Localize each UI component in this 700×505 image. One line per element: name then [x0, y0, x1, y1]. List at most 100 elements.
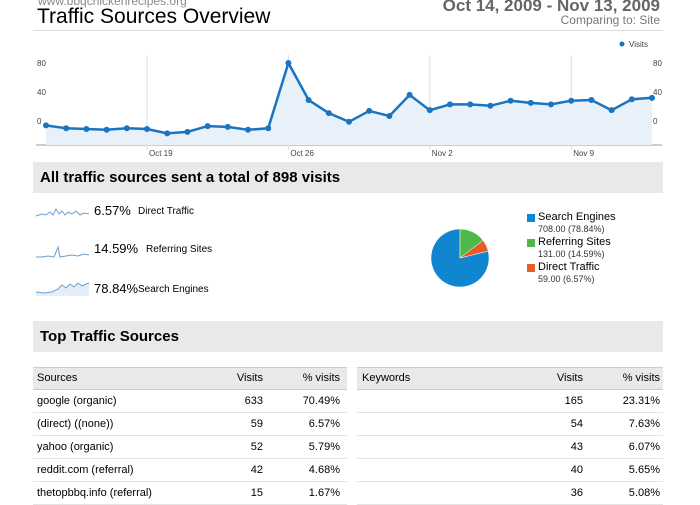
table-cell: 52 [250, 441, 263, 453]
data-point[interactable] [204, 123, 211, 130]
page-title: Traffic Sources Overview [37, 5, 271, 28]
table-cell: 5.79% [308, 441, 340, 453]
summary-label[interactable]: Referring Sites [146, 244, 213, 255]
data-point[interactable] [285, 59, 292, 66]
legend-label: Visits [629, 40, 648, 49]
table-cell: 5.08% [628, 487, 660, 499]
column-header[interactable]: % visits [622, 372, 660, 384]
table-cell: 7.63% [628, 418, 660, 430]
data-point[interactable] [245, 126, 251, 133]
column-header[interactable]: % visits [302, 372, 340, 384]
data-point[interactable] [568, 97, 575, 104]
pie-slice [459, 240, 489, 259]
data-point[interactable] [123, 125, 130, 132]
table-cell: 6.07% [628, 441, 660, 453]
y-tick-label: 40 [37, 88, 46, 97]
table-cell: 6.57% [308, 418, 340, 430]
legend-value: 59.00 (6.57%) [538, 274, 595, 284]
data-point[interactable] [103, 126, 110, 133]
summary-label[interactable]: Search Engines [138, 284, 209, 295]
section-bar [33, 162, 663, 193]
y-tick-label: 80 [653, 59, 662, 68]
section-bar [33, 321, 663, 352]
legend-label[interactable]: Referring Sites [538, 236, 611, 248]
sparkline [35, 207, 90, 217]
data-point[interactable] [305, 97, 312, 103]
column-header[interactable]: Visits [556, 372, 583, 384]
site-url: www.bbqchickenrecipes.org [38, 0, 187, 8]
legend-label[interactable]: Direct Traffic [538, 261, 600, 273]
data-point[interactable] [83, 126, 90, 133]
table-cell: 165 [564, 395, 583, 407]
legend-value: 708.00 (78.84%) [538, 224, 605, 234]
data-point[interactable] [346, 118, 352, 125]
table-cell[interactable]: reddit.com (referral) [37, 464, 134, 476]
summary-label[interactable]: Direct Traffic [138, 206, 194, 217]
table-cell: 43 [570, 441, 583, 453]
line-area [46, 63, 652, 145]
data-point[interactable] [507, 97, 514, 104]
data-point[interactable] [325, 110, 332, 117]
data-point[interactable] [406, 91, 413, 98]
data-point[interactable] [608, 107, 615, 114]
y-tick-label: 0 [653, 117, 658, 126]
comparing[interactable]: Comparing to: Site [560, 13, 660, 27]
legend-swatch [619, 41, 625, 47]
data-point[interactable] [224, 123, 231, 130]
table-cell: 42 [250, 464, 263, 476]
data-point[interactable] [386, 112, 393, 119]
legend-label[interactable]: Search Engines [538, 211, 616, 223]
row-rule [33, 458, 347, 459]
y-tick-label: 40 [653, 88, 662, 97]
legend-swatch [527, 239, 535, 247]
table-cell: 1.67% [308, 487, 340, 499]
data-point[interactable] [63, 125, 70, 132]
row-rule [357, 458, 663, 459]
x-tick-label: Oct 26 [290, 149, 314, 158]
table-header [33, 367, 347, 390]
data-point[interactable] [447, 101, 453, 108]
data-point[interactable] [164, 130, 171, 137]
summary-percent: 78.84% [94, 281, 139, 296]
table-cell[interactable]: (direct) ((none)) [37, 418, 114, 430]
data-point[interactable] [43, 122, 49, 129]
column-header[interactable]: Sources [37, 372, 78, 384]
row-rule [33, 481, 347, 482]
row-rule [357, 481, 663, 482]
legend-value: 131.00 (14.59%) [538, 249, 605, 259]
data-point[interactable] [184, 128, 191, 135]
data-point[interactable] [649, 94, 655, 101]
data-point[interactable] [628, 96, 635, 103]
data-point[interactable] [366, 107, 373, 114]
section-title: Top Traffic Sources [40, 328, 179, 345]
summary-percent: 14.59% [94, 241, 139, 256]
pie-chart [430, 228, 490, 288]
table-cell[interactable]: thetopbbq.info (referral) [37, 487, 152, 499]
table-cell: 70.49% [302, 395, 340, 407]
data-point[interactable] [144, 126, 150, 133]
table-cell[interactable]: yahoo (organic) [37, 441, 114, 453]
legend-swatch [527, 214, 535, 222]
data-point[interactable] [426, 107, 433, 114]
table-cell: 40 [570, 464, 583, 476]
data-point[interactable] [527, 99, 534, 106]
table-cell: 36 [570, 487, 583, 499]
table-cell[interactable]: google (organic) [37, 395, 117, 407]
y-tick-label: 80 [37, 59, 46, 68]
data-point[interactable] [588, 97, 595, 103]
table-cell: 15 [250, 487, 263, 499]
data-point[interactable] [467, 101, 474, 108]
data-point[interactable] [548, 101, 554, 108]
x-tick-label: Nov 2 [432, 149, 453, 158]
legend-swatch [527, 264, 535, 272]
sparkline [36, 245, 90, 258]
column-header[interactable]: Keywords [362, 372, 411, 384]
date-range[interactable]: Oct 14, 2009 - Nov 13, 2009 [442, 0, 660, 15]
data-point[interactable] [487, 102, 494, 109]
section-title: All traffic sources sent a total of 898 … [40, 169, 341, 186]
x-tick-label: Nov 9 [573, 149, 594, 158]
header-rule [33, 30, 663, 31]
data-point[interactable] [265, 125, 272, 132]
column-header[interactable]: Visits [236, 372, 263, 384]
